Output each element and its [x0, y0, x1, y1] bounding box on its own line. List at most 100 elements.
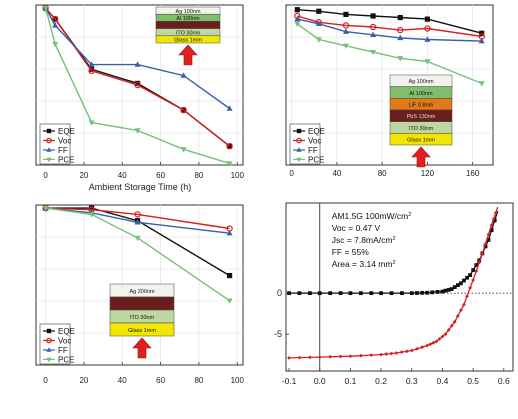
data-point-dark [415, 291, 419, 295]
panel-d-frame [285, 202, 514, 372]
data-point-dark [446, 287, 451, 292]
data-point-dark [358, 291, 363, 296]
device-layer-label: Glass 1mm [174, 38, 202, 44]
data-point-dark [477, 258, 482, 263]
data-point-dark [468, 273, 472, 278]
data-point-dark [486, 237, 491, 242]
data-point-dark [338, 291, 343, 296]
data-point-voc [342, 22, 350, 29]
x-tick-label: 100 [231, 376, 245, 385]
data-point-pce [134, 128, 141, 134]
data-point-ff [424, 36, 431, 42]
data-point-light [389, 351, 394, 356]
legend-marker [46, 157, 52, 163]
data-point-dark [443, 288, 448, 293]
data-point-pce [42, 5, 49, 12]
legend-marker [296, 157, 302, 163]
data-point-dark [420, 290, 425, 295]
device-layer-label: Glass 1mm [128, 328, 156, 334]
series-line-eqe [45, 207, 230, 277]
device-layer [155, 21, 221, 29]
legend-marker [46, 337, 52, 344]
data-point-voc [88, 67, 95, 75]
data-point-voc [226, 142, 233, 150]
data-point-ff [478, 37, 485, 44]
device-layer-label: PbS 130nm [407, 114, 436, 120]
data-point-dark [317, 291, 322, 296]
data-point-dark [328, 291, 333, 296]
light-arrow [178, 44, 198, 66]
legend-marker [46, 147, 52, 152]
data-point-dark [379, 291, 383, 296]
data-point-light [477, 260, 482, 265]
data-point-light [452, 319, 457, 324]
data-point-light [455, 314, 460, 318]
annotation-2: Jsc = 7.8mA/cm2 [332, 235, 396, 245]
data-point-light [287, 355, 291, 360]
data-point-pce [424, 59, 431, 65]
data-point-dark [456, 283, 460, 288]
data-point-dark [489, 228, 494, 233]
data-point-ff [134, 61, 141, 67]
data-point-dark [389, 291, 394, 296]
superscript: 2 [408, 212, 411, 218]
x-tick-label: 0 [43, 171, 48, 180]
data-point-eqe [226, 272, 233, 279]
x-tick-label: -0.1 [282, 376, 297, 386]
series-line-pce [44, 7, 230, 165]
x-tick-label: 20 [79, 376, 88, 385]
device-layer-label: Ag 100nm [175, 9, 200, 15]
data-point-eqe [424, 16, 430, 22]
y-tick-label: -5 [274, 329, 282, 339]
data-point-light [483, 242, 488, 246]
data-point-light [404, 349, 409, 354]
data-point-voc [134, 211, 141, 218]
data-point-voc [424, 25, 431, 32]
data-point-pce [226, 161, 233, 167]
data-point-ff [134, 219, 141, 225]
data-point-pce [397, 56, 404, 62]
data-point-light [462, 302, 466, 307]
annotation-3: FF = 55% [332, 247, 370, 257]
data-point-dark [369, 291, 374, 296]
data-point-ff [397, 34, 404, 41]
data-point-dark [449, 287, 454, 291]
data-point-pce [294, 21, 301, 28]
panel-a-xlabel: Ambient Storage Time (h) [89, 182, 192, 192]
device-layer [155, 35, 221, 44]
data-point-light [420, 345, 425, 350]
data-point-dark [435, 290, 440, 294]
data-point-voc [397, 26, 404, 34]
light-arrow [132, 337, 152, 359]
device-layer-label: Glass 1mm [407, 137, 435, 143]
series-line-pce [45, 207, 230, 302]
legend-label: FF [308, 146, 318, 155]
data-point-light [399, 350, 404, 355]
data-point-ff [52, 22, 59, 28]
x-tick-label: 60 [156, 171, 165, 180]
x-tick-label: 40 [118, 171, 127, 180]
data-point-dark [400, 291, 404, 296]
data-point-pce [315, 37, 322, 43]
data-point-dark [458, 281, 463, 286]
legend-marker [46, 357, 52, 363]
data-point-dark [471, 268, 476, 273]
data-point-light [379, 352, 383, 357]
data-point-voc [134, 81, 141, 89]
legend-label: EQE [58, 127, 75, 136]
data-point-pce [42, 205, 49, 212]
data-point-light [328, 354, 333, 359]
legend-label: PCE [58, 156, 74, 165]
legend-marker [46, 328, 52, 334]
legend-marker [296, 128, 302, 134]
device-layer-label: Al 100nm [409, 91, 433, 97]
data-point-light [338, 354, 343, 359]
data-point-voc [369, 23, 377, 31]
data-point-light [446, 328, 451, 332]
x-tick-label: 0.3 [406, 376, 418, 386]
device-layer [109, 322, 175, 337]
x-tick-label: 0.6 [498, 376, 510, 386]
data-point-ff [88, 61, 95, 67]
